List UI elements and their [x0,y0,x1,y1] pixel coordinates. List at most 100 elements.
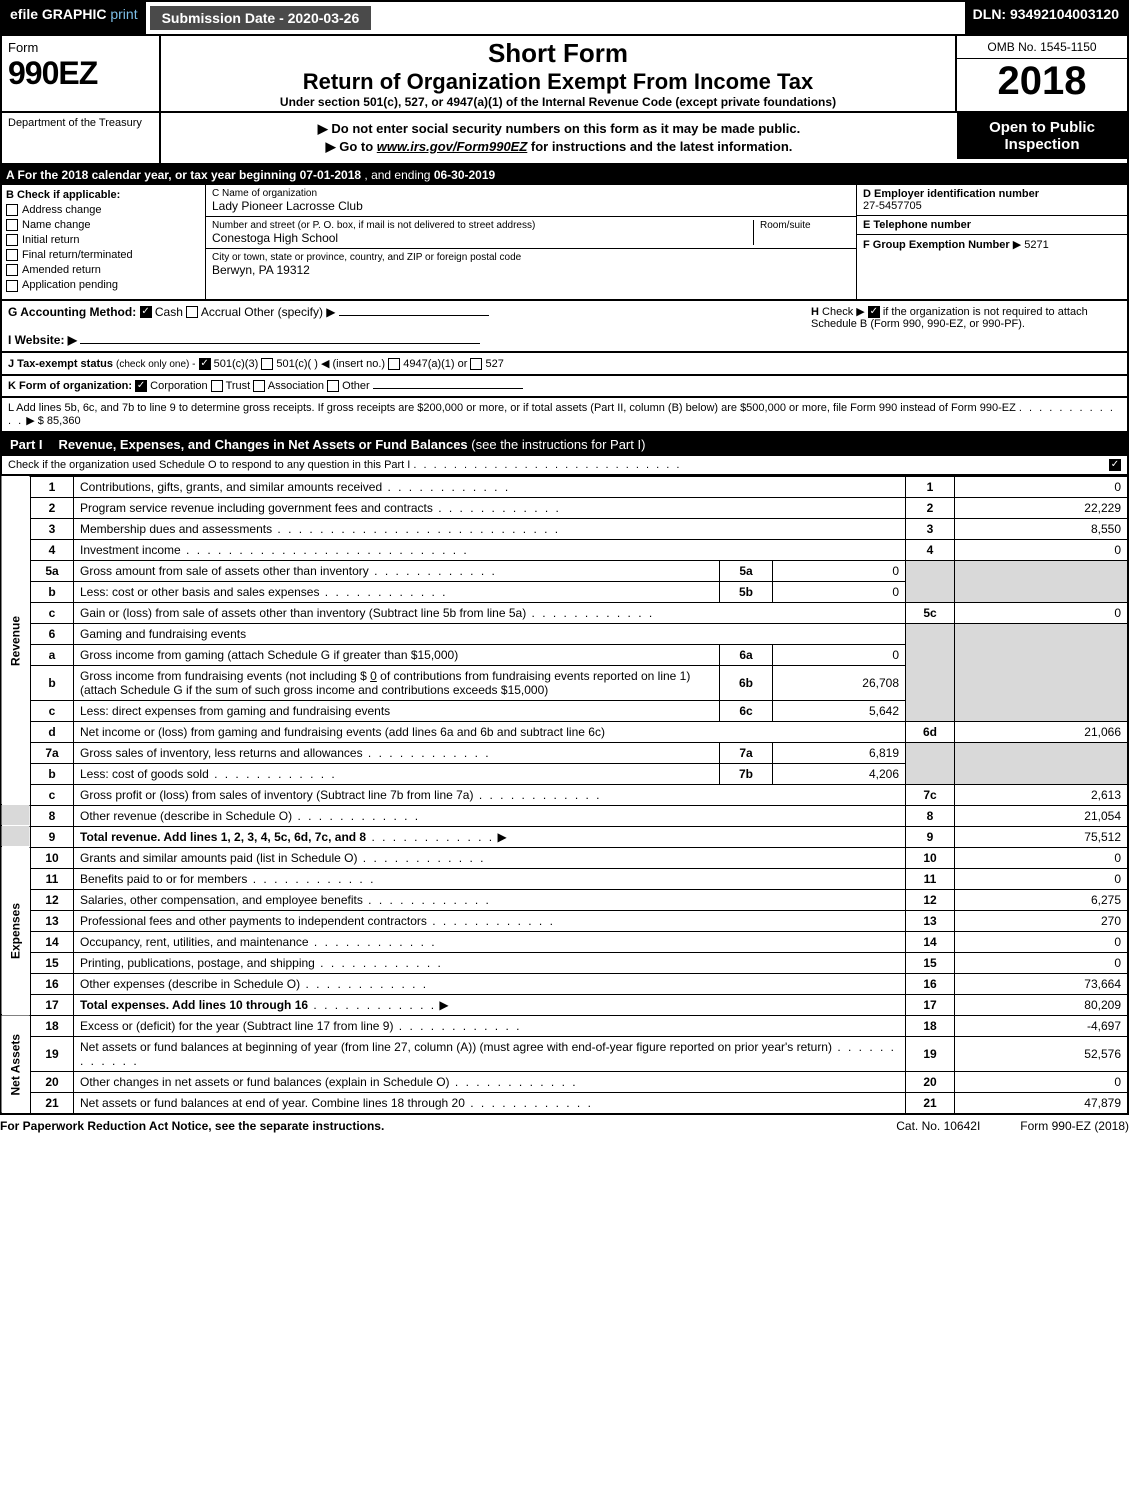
cb-scheduleb-icon: ✓ [868,306,880,318]
line-10-num: 10 [906,847,955,868]
header-right: OMB No. 1545-1150 2018 [955,36,1127,111]
line-num: 19 [31,1036,74,1071]
line-7c-num: 7c [906,784,955,805]
k-opt-0: Corporation [150,380,207,392]
line-9-num: 9 [906,826,955,847]
line-6c-subval: 5,642 [773,700,906,721]
line-5c-desc: Gain or (loss) from sale of assets other… [74,602,906,623]
k-label: K Form of organization: [8,380,132,392]
website-field[interactable] [80,343,480,344]
g-other-field[interactable] [339,315,489,316]
line-6d-desc: Net income or (loss) from gaming and fun… [74,721,906,742]
cb-final-return[interactable]: Final return/terminated [6,249,201,261]
cb-527-icon[interactable] [470,358,482,370]
line-5c-num: 5c [906,602,955,623]
line-num: 18 [31,1015,74,1036]
line-19-desc: Net assets or fund balances at beginning… [74,1036,906,1071]
cb-other-icon[interactable] [327,380,339,392]
form-header: Form 990EZ Short Form Return of Organiza… [0,36,1129,113]
col-d: D Employer identification number 27-5457… [856,185,1127,299]
line-7c-val: 2,613 [955,784,1129,805]
line-8-val: 21,054 [955,805,1129,826]
cb-label: Application pending [22,279,118,291]
cb-amended-return[interactable]: Amended return [6,264,201,276]
g-cash: Cash [155,305,183,319]
line-num: 9 [31,826,74,847]
return-title: Return of Organization Exempt From Incom… [169,69,947,95]
line-14-desc: Occupancy, rent, utilities, and maintena… [74,931,906,952]
line-13-desc: Professional fees and other payments to … [74,910,906,931]
line-num: b [31,763,74,784]
line-5b-sub: 5b [720,581,773,602]
line-21-num: 21 [906,1092,955,1114]
line-12-desc: Salaries, other compensation, and employ… [74,889,906,910]
cb-corp-icon: ✓ [135,380,147,392]
cb-label: Name change [22,219,91,231]
cb-accrual-icon[interactable] [186,306,198,318]
line-7a-subval: 6,819 [773,742,906,763]
line-15-desc: Printing, publications, postage, and shi… [74,952,906,973]
cb-scheduleo-icon: ✓ [1109,459,1121,471]
efile-text: efile GRAPHIC [10,6,106,22]
k-opt-1: Trust [226,380,251,392]
cb-4947-icon[interactable] [388,358,400,370]
grey-cell [955,742,1129,784]
grey-cell [955,560,1129,602]
section-text: Under section 501(c), 527, or 4947(a)(1)… [169,95,947,109]
line-6a-subval: 0 [773,644,906,665]
col-b-label: B Check if applicable: [6,189,201,201]
street-val: Conestoga High School [212,231,753,245]
irs-link[interactable]: www.irs.gov/Form990EZ [377,139,528,154]
line-num: 12 [31,889,74,910]
line-5b-desc: Less: cost or other basis and sales expe… [74,581,720,602]
sa-end: 06-30-2019 [434,168,495,182]
line-12-val: 6,275 [955,889,1129,910]
cb-501c3-icon: ✓ [199,358,211,370]
cb-application-pending[interactable]: Application pending [6,279,201,291]
line-9-desc: Total revenue. Add lines 1, 2, 3, 4, 5c,… [74,826,906,847]
cb-assoc-icon[interactable] [253,380,265,392]
line-num: 20 [31,1071,74,1092]
part1-header: Part I Revenue, Expenses, and Changes in… [0,433,1129,456]
tax-year: 2018 [998,59,1087,104]
line-15-num: 15 [906,952,955,973]
line-21-val: 47,879 [955,1092,1129,1114]
open-public-wrap: Open to Public Inspection [957,113,1127,163]
line-14-num: 14 [906,931,955,952]
open-public: Open to Public Inspection [957,113,1127,159]
line-1-desc: Contributions, gifts, grants, and simila… [74,476,906,497]
form-word: Form [8,40,153,55]
top-bar: efile GRAPHIC print Submission Date - 20… [0,0,1129,36]
grey-cell [906,560,955,602]
org-name-row: C Name of organization Lady Pioneer Lacr… [206,185,856,217]
line-7a-desc: Gross sales of inventory, less returns a… [74,742,720,763]
cb-address-change[interactable]: Address change [6,204,201,216]
group-val: ▶ 5271 [1013,239,1049,251]
line-8-num: 8 [906,805,955,826]
row-g: G Accounting Method: ✓ Cash Accrual Othe… [8,305,811,347]
sa-mid: , and ending [364,168,433,182]
line-6c-sub: 6c [720,700,773,721]
line-num: b [31,581,74,602]
line-num: 16 [31,973,74,994]
print-link[interactable]: print [110,6,137,22]
cb-initial-return[interactable]: Initial return [6,234,201,246]
line-15-val: 0 [955,952,1129,973]
cb-trust-icon[interactable] [211,380,223,392]
cb-label: Initial return [22,234,79,246]
row-k: K Form of organization: ✓ Corporation Tr… [0,376,1129,398]
line-num: 11 [31,868,74,889]
section-a: A For the 2018 calendar year, or tax yea… [0,165,1129,185]
line-7b-subval: 4,206 [773,763,906,784]
k-other-field[interactable] [373,388,523,389]
cb-name-change[interactable]: Name change [6,219,201,231]
line-16-val: 73,664 [955,973,1129,994]
line-10-desc: Grants and similar amounts paid (list in… [74,847,906,868]
g-other: Other (specify) ▶ [244,305,335,319]
col-b: B Check if applicable: Address change Na… [2,185,206,299]
h-text1: Check ▶ [822,306,865,318]
cb-cash-icon: ✓ [140,306,152,318]
cb-501c-icon[interactable] [261,358,273,370]
line-num: 2 [31,497,74,518]
col-c: C Name of organization Lady Pioneer Lacr… [206,185,856,299]
